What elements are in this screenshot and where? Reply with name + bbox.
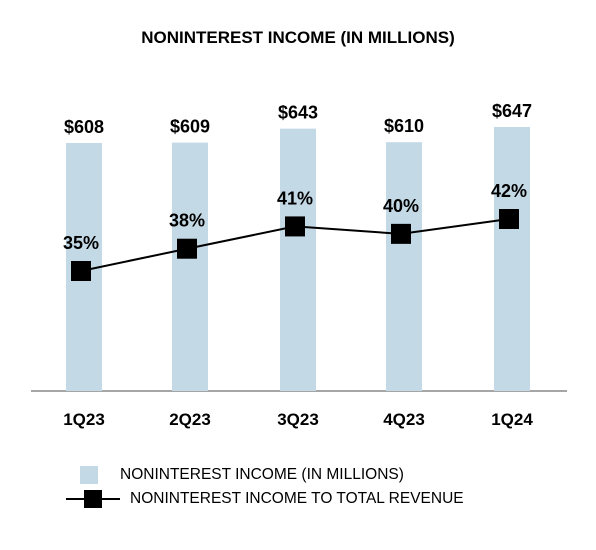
x-tick-label: 4Q23 [383, 410, 425, 429]
ratio-value-label: 42% [491, 181, 527, 201]
ratio-value-label: 35% [63, 233, 99, 253]
ratio-value-label: 40% [383, 196, 419, 216]
ratio-value-label: 38% [169, 211, 205, 231]
bar-value-label: $609 [170, 117, 210, 137]
bar-value-label: $643 [278, 103, 318, 123]
bar-value-label: $647 [492, 101, 532, 121]
x-tick-label: 1Q23 [63, 410, 105, 429]
legend-item-line: NONINTEREST INCOME TO TOTAL REVENUE [66, 490, 464, 508]
legend-item-bars: NONINTEREST INCOME (IN MILLIONS) [66, 466, 404, 484]
ratio-value-label: 41% [277, 188, 313, 208]
bar-3Q23 [280, 128, 316, 391]
legend-label-bars: NONINTEREST INCOME (IN MILLIONS) [120, 466, 404, 483]
bar-1Q24 [494, 127, 530, 391]
bar-2Q23 [172, 142, 208, 391]
x-tick-label: 1Q24 [491, 410, 533, 429]
ratio-marker-1Q24 [499, 209, 519, 229]
x-tick-label: 2Q23 [169, 410, 211, 429]
ratio-marker-1Q23 [71, 261, 91, 281]
legend-label-line: NONINTEREST INCOME TO TOTAL REVENUE [130, 490, 464, 507]
ratio-marker-4Q23 [391, 223, 411, 244]
bar-4Q23 [386, 142, 422, 391]
bar-value-label: $610 [384, 116, 424, 136]
bar-value-label: $608 [64, 117, 104, 137]
x-tick-label: 3Q23 [277, 410, 319, 429]
chart-title: NONINTEREST INCOME (IN MILLIONS) [141, 28, 455, 47]
legend-bar-swatch [80, 466, 98, 484]
ratio-marker-2Q23 [177, 238, 197, 259]
ratio-marker-3Q23 [285, 216, 305, 237]
legend-line-swatch [66, 490, 120, 508]
